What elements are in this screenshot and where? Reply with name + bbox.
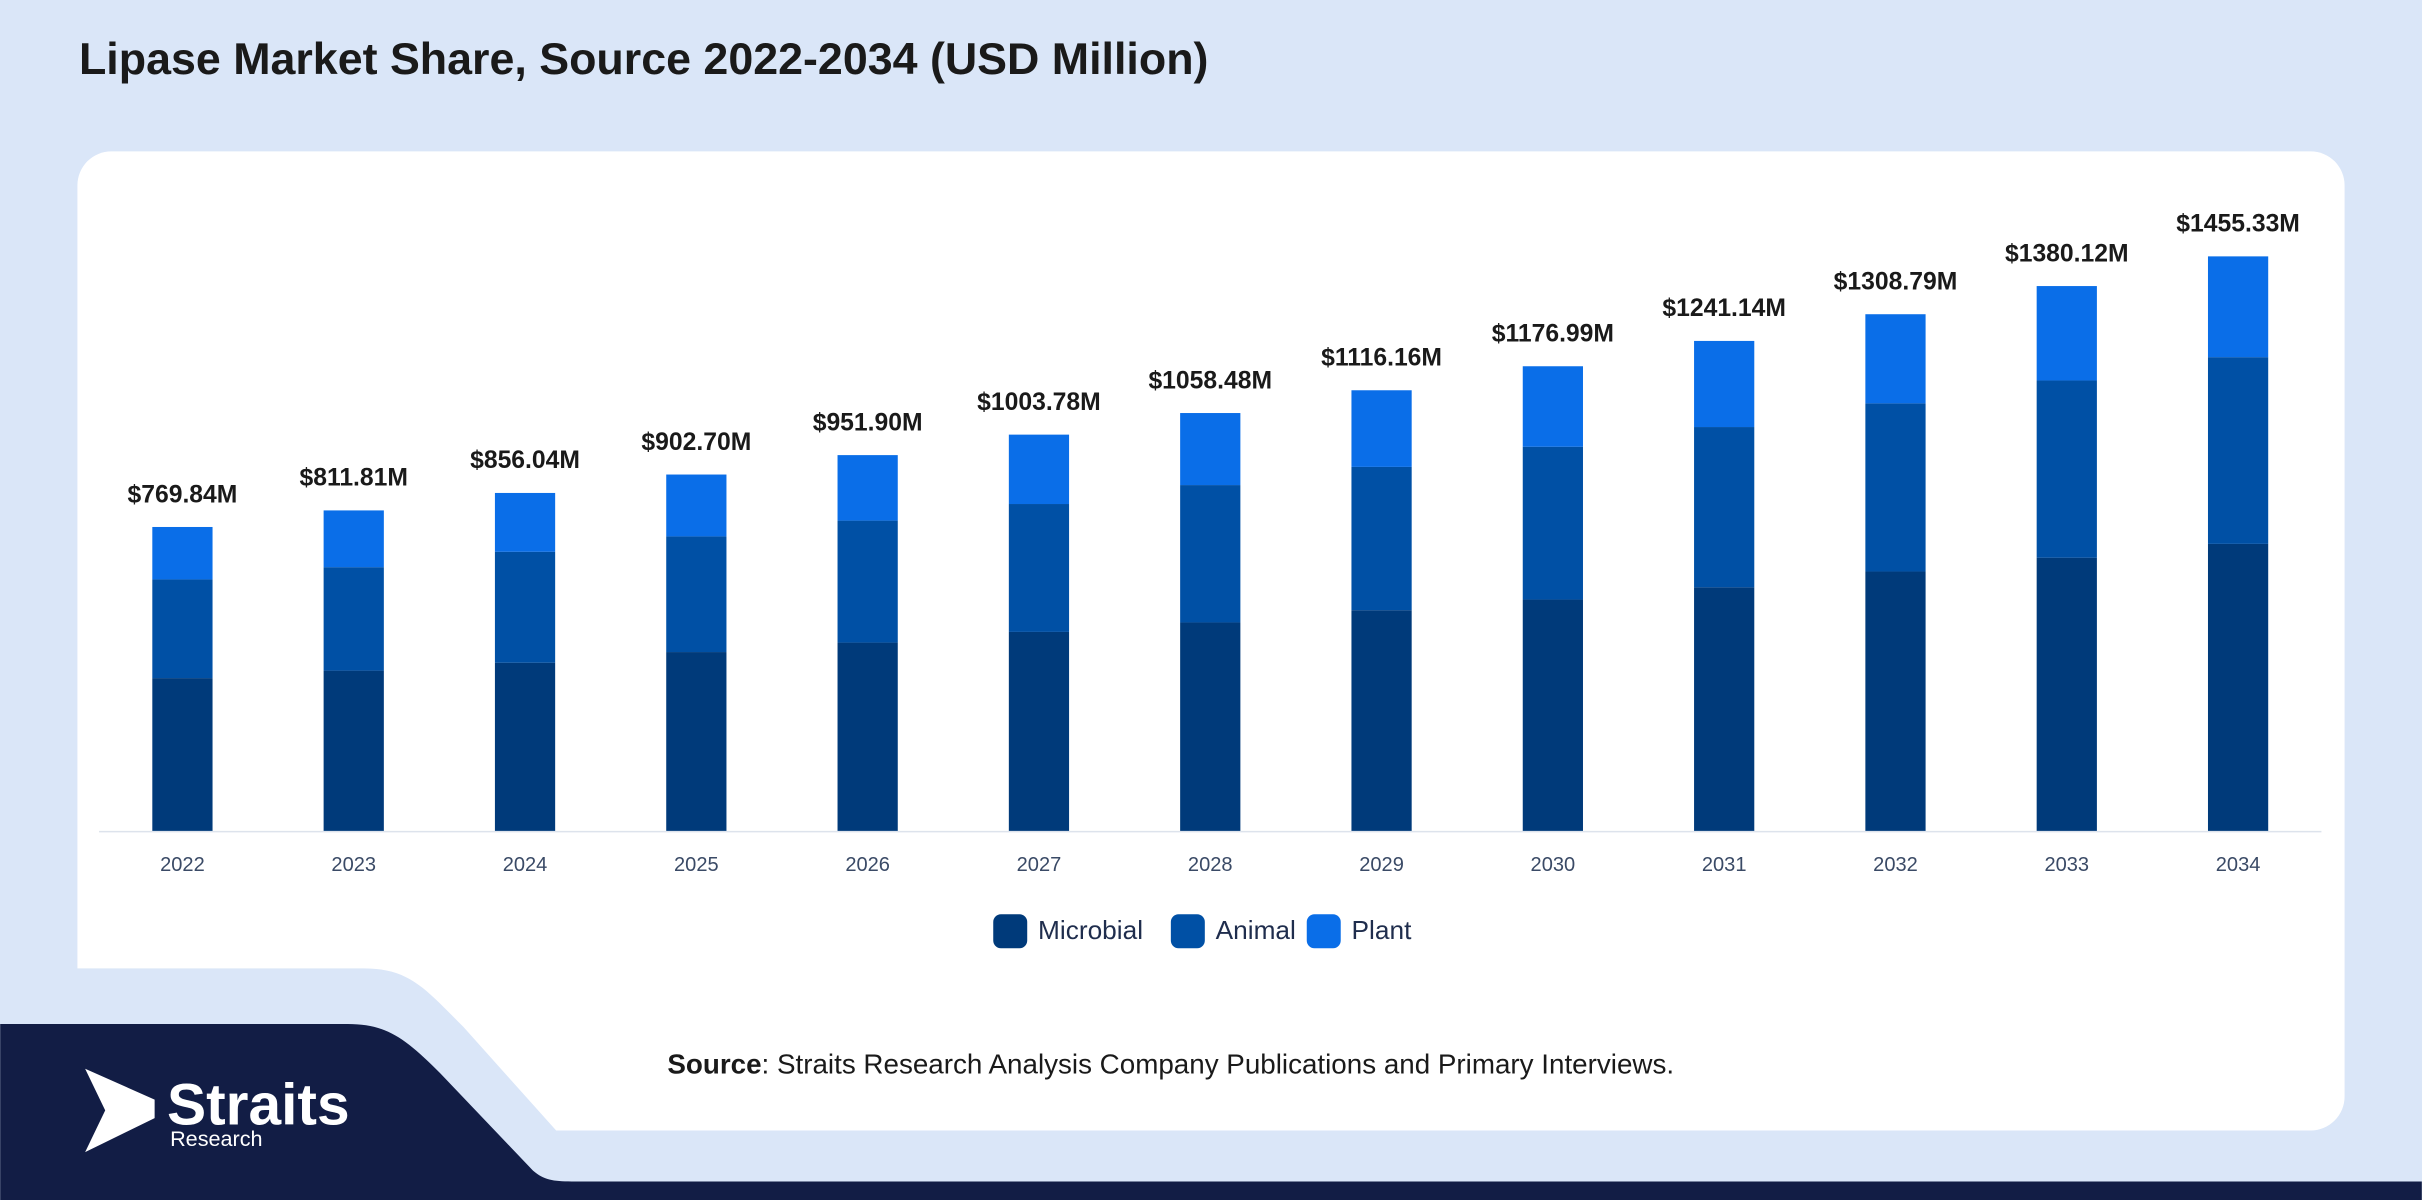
bar-segment bbox=[1351, 610, 1412, 831]
total-label: $1241.14M bbox=[1662, 295, 1786, 322]
logo-mark bbox=[85, 1068, 155, 1153]
bar-segment bbox=[1180, 413, 1241, 486]
chart-title: Lipase Market Share, Source 2022-2034 (U… bbox=[79, 34, 1209, 84]
bar-segment bbox=[1351, 390, 1412, 467]
bar-segment bbox=[837, 520, 898, 643]
bar-segment bbox=[152, 579, 213, 679]
x-tick-label: 2028 bbox=[1188, 854, 1233, 876]
total-label: $1308.79M bbox=[1834, 269, 1958, 296]
bar-segment bbox=[1522, 366, 1583, 447]
total-label: $1058.48M bbox=[1148, 367, 1272, 394]
x-tick-label: 2034 bbox=[2216, 854, 2261, 876]
bar-segment bbox=[1865, 314, 1926, 404]
bar-segment bbox=[666, 536, 727, 653]
total-label: $1003.78M bbox=[977, 389, 1101, 416]
bar-segment bbox=[1865, 403, 1926, 572]
bar-segment bbox=[666, 652, 727, 831]
legend-label: Microbial bbox=[1038, 915, 1143, 945]
bar-segment bbox=[1522, 446, 1583, 600]
total-label: $769.84M bbox=[127, 481, 237, 508]
bar-segment bbox=[1522, 599, 1583, 831]
legend-label: Animal bbox=[1216, 915, 1296, 945]
logo-name: Straits bbox=[167, 1072, 350, 1137]
x-tick-label: 2023 bbox=[331, 854, 376, 876]
x-tick-label: 2024 bbox=[503, 854, 548, 876]
bar-segment bbox=[1694, 340, 1755, 428]
bar-segment bbox=[494, 492, 556, 552]
source-text: : Straits Research Analysis Company Publ… bbox=[762, 1048, 1675, 1079]
bar-segment bbox=[2207, 543, 2269, 831]
bar-segment bbox=[2207, 256, 2269, 358]
logo-sub: Research bbox=[170, 1126, 262, 1151]
bar-segment bbox=[2036, 557, 2097, 831]
x-tick-label: 2030 bbox=[1531, 854, 1576, 876]
bar-segment bbox=[1694, 587, 1755, 831]
footer-band bbox=[0, 1023, 2422, 1200]
legend-label: Plant bbox=[1352, 915, 1413, 945]
legend-swatch bbox=[1306, 914, 1341, 949]
bar-segment bbox=[666, 474, 727, 537]
x-tick-label: 2029 bbox=[1359, 854, 1404, 876]
total-label: $951.90M bbox=[813, 409, 923, 436]
bar-segment bbox=[152, 678, 213, 831]
bar-segment bbox=[494, 551, 556, 663]
bar-segment bbox=[152, 526, 213, 580]
source-label: Source bbox=[667, 1048, 761, 1079]
x-tick-label: 2033 bbox=[2044, 854, 2089, 876]
bar-segment bbox=[2036, 286, 2097, 381]
total-label: $1380.12M bbox=[2005, 240, 2129, 267]
x-tick-label: 2022 bbox=[160, 854, 205, 876]
bar-segment bbox=[2207, 357, 2269, 544]
x-tick-label: 2025 bbox=[674, 854, 719, 876]
bar-segment bbox=[1008, 434, 1070, 505]
source: Source: Straits Research Analysis Compan… bbox=[667, 1048, 1674, 1079]
x-tick-label: 2032 bbox=[1873, 854, 1918, 876]
total-label: $1116.16M bbox=[1321, 345, 1442, 372]
legend-swatch bbox=[1170, 914, 1205, 949]
total-label: $1455.33M bbox=[2176, 211, 2300, 238]
x-tick-label: 2026 bbox=[845, 854, 890, 876]
bar-segment bbox=[494, 662, 556, 831]
bar-segment bbox=[2036, 380, 2097, 558]
bar-segment bbox=[1008, 504, 1070, 632]
x-tick-label: 2031 bbox=[1702, 854, 1747, 876]
bar-segment bbox=[1351, 466, 1412, 611]
bar-segment bbox=[1180, 485, 1241, 623]
total-label: $902.70M bbox=[641, 429, 751, 456]
bar-segment bbox=[837, 455, 898, 521]
total-label: $811.81M bbox=[299, 465, 408, 492]
total-label: $1176.99M bbox=[1492, 321, 1614, 348]
x-tick-label: 2027 bbox=[1017, 854, 1062, 876]
bar-segment bbox=[837, 642, 898, 831]
total-label: $856.04M bbox=[470, 447, 580, 474]
bar-segment bbox=[323, 670, 384, 831]
bar-segment bbox=[1008, 631, 1070, 831]
bar-segment bbox=[323, 510, 384, 568]
bar-segment bbox=[1865, 571, 1926, 831]
legend-swatch bbox=[993, 914, 1028, 949]
bar-segment bbox=[323, 567, 384, 671]
bar-segment bbox=[1694, 427, 1755, 588]
bar-segment bbox=[1180, 622, 1241, 831]
